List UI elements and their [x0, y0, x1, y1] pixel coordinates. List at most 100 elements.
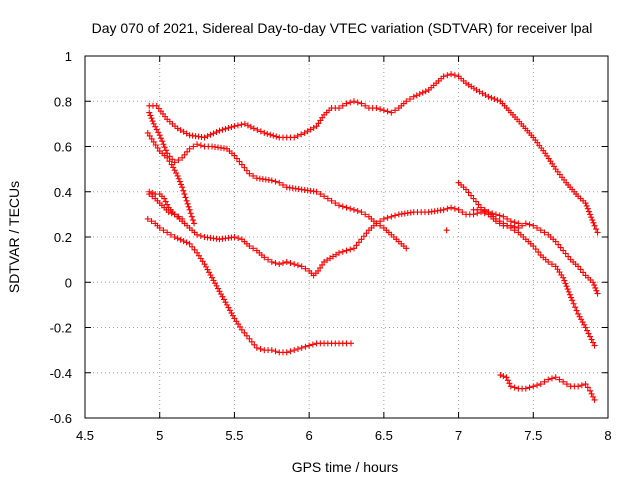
data-point: [562, 250, 569, 257]
data-point: [229, 312, 236, 319]
data-point: [210, 277, 217, 284]
data-point: [167, 231, 174, 238]
data-point: [179, 184, 186, 191]
data-point: [207, 272, 214, 279]
data-point: [291, 261, 298, 268]
data-point: [557, 244, 564, 251]
data-point: [179, 154, 186, 161]
data-point: [291, 347, 298, 354]
data-point: [350, 206, 357, 213]
data-point: [194, 231, 201, 238]
data-point: [336, 249, 343, 256]
data-point: [154, 145, 161, 152]
data-point: [173, 170, 180, 177]
data-point: [380, 107, 387, 114]
data-point: [261, 254, 268, 261]
data-point: [150, 138, 157, 145]
data-point: [362, 211, 369, 218]
data-point: [577, 266, 584, 273]
data-point: [584, 384, 591, 391]
data-point: [451, 205, 458, 212]
data-point: [343, 100, 350, 107]
data-point: [403, 98, 410, 105]
data-point: [225, 124, 232, 131]
data-point: [243, 167, 250, 174]
data-point: [244, 122, 251, 129]
data-point: [534, 224, 541, 231]
data-point: [388, 213, 395, 220]
data-point: [190, 143, 197, 150]
data-point: [475, 201, 482, 208]
data-point: [403, 245, 410, 252]
data-point: [148, 135, 155, 142]
data-point: [451, 72, 458, 79]
data-point: [560, 274, 567, 281]
data-point: [294, 132, 301, 139]
data-point: [590, 339, 597, 346]
data-point: [573, 307, 580, 314]
data-point: [272, 348, 279, 355]
data-point: [161, 195, 168, 202]
data-point: [444, 205, 451, 212]
data-point: [563, 283, 570, 290]
data-point: [201, 134, 208, 141]
data-point: [347, 99, 354, 106]
data-point: [197, 232, 204, 239]
data-point: [186, 145, 193, 152]
data-point: [276, 261, 283, 268]
data-point: [246, 243, 253, 250]
x-tick-label: 7: [455, 428, 462, 443]
grid: [85, 56, 608, 418]
data-point: [170, 164, 177, 171]
data-point: [241, 329, 248, 336]
data-point: [175, 175, 182, 182]
data-point: [511, 219, 518, 226]
y-tick-label: 1: [65, 49, 72, 64]
data-point: [489, 210, 496, 217]
data-point: [377, 218, 384, 225]
data-point: [174, 235, 181, 242]
data-point: [317, 191, 324, 198]
data-point: [473, 198, 480, 205]
data-point: [407, 95, 414, 102]
data-point: [388, 109, 395, 116]
data-point: [419, 89, 426, 96]
data-point: [488, 94, 495, 101]
data-point: [497, 372, 504, 379]
data-point: [354, 99, 361, 106]
data-point: [171, 211, 178, 218]
data-point: [243, 332, 250, 339]
data-point: [563, 381, 570, 388]
data-point: [593, 287, 600, 294]
data-point: [532, 246, 539, 253]
data-point: [223, 301, 230, 308]
y-tick-label: -0.2: [50, 321, 72, 336]
data-point: [500, 213, 507, 220]
data-point: [241, 164, 248, 171]
data-point: [491, 95, 498, 102]
data-point: [588, 390, 595, 397]
data-point: [500, 220, 507, 227]
data-point: [220, 296, 227, 303]
data-point: [358, 100, 365, 107]
data-point: [188, 213, 195, 220]
data-point: [302, 343, 309, 350]
data-point: [570, 300, 577, 307]
data-point: [228, 310, 235, 317]
data-point: [267, 131, 274, 138]
data-point: [231, 152, 238, 159]
data-point: [503, 374, 510, 381]
data-point: [272, 178, 279, 185]
data-point: [339, 203, 346, 210]
data-point: [248, 338, 255, 345]
data-point: [548, 375, 555, 382]
data-points: [144, 71, 601, 403]
data-point: [593, 226, 600, 233]
x-tick-label: 7.5: [524, 428, 542, 443]
data-point: [343, 247, 350, 254]
data-point: [578, 316, 585, 323]
data-point: [155, 129, 162, 136]
data-point: [191, 246, 198, 253]
chart-title: Day 070 of 2021, Sidereal Day-to-day VTE…: [92, 20, 593, 36]
